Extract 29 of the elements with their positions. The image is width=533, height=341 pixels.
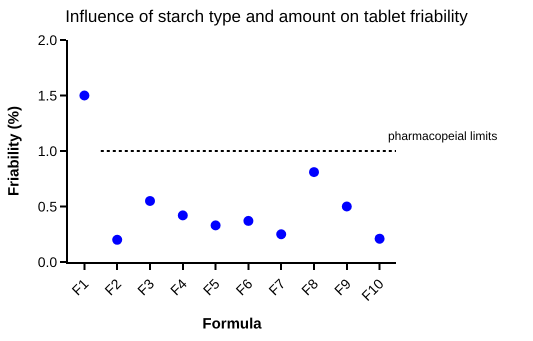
x-tick-label: F10 [358, 275, 387, 304]
point [145, 196, 155, 206]
y-tick-label: 2.0 [38, 32, 58, 48]
point [309, 167, 319, 178]
point [178, 210, 188, 220]
y-axis-title: Friability (%) [5, 106, 22, 196]
point [342, 202, 352, 212]
x-tick-label: F7 [265, 275, 288, 298]
ref-line-label: pharmacopeial limits [388, 129, 498, 143]
point [112, 234, 122, 245]
x-tick-label: F2 [101, 275, 124, 298]
x-tick-label: F6 [232, 275, 256, 298]
point [374, 234, 385, 244]
x-tick-label: F8 [298, 275, 322, 298]
x-tick-label: F3 [134, 275, 158, 298]
point [276, 229, 286, 240]
chart-title: Influence of starch type and amount on tablet friability [65, 7, 468, 26]
y-tick-label: 0.5 [38, 198, 58, 214]
point [243, 216, 254, 226]
x-axis-title: Formula [202, 315, 262, 332]
x-tick-label: F5 [200, 275, 223, 298]
y-tick-label: 1.0 [38, 142, 58, 159]
x-tick-label: F4 [167, 275, 190, 298]
y-tick-label: 0.0 [38, 254, 58, 270]
y-tick-label: 1.5 [38, 87, 58, 104]
point [210, 220, 221, 230]
x-tick-label: F1 [68, 275, 92, 298]
x-tick-label: F9 [331, 275, 354, 298]
point [79, 90, 90, 100]
